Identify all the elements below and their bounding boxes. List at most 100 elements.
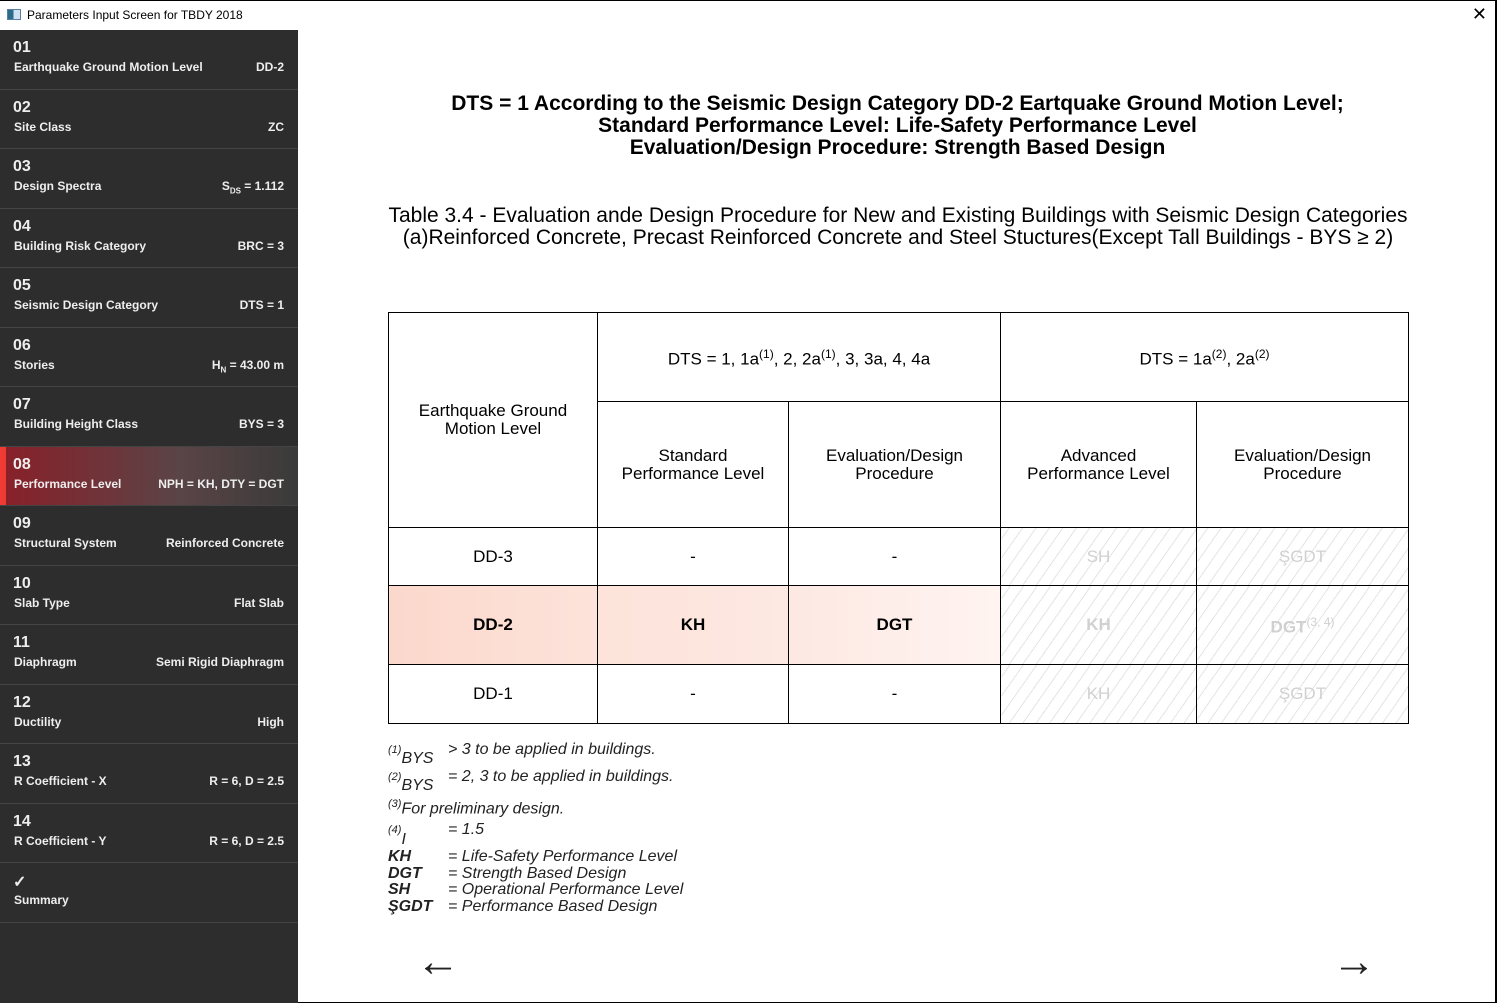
step-number: 06 [13,336,31,354]
step-number: 03 [13,158,31,175]
sidebar-item[interactable]: 02 Site Class ZC [0,90,298,149]
step-label: Site Class [14,119,72,134]
sidebar-item[interactable]: 06 Stories HN = 43.00 m [0,328,298,387]
sidebar-item[interactable]: 05 Seismic Design Category DTS = 1 [0,268,298,328]
footnotes: (1)BYS > 3 to be applied in buildings. (2… [388,741,684,915]
step-number: 09 [13,515,31,532]
cell-disabled: KH [1000,585,1197,665]
step-number: 05 [13,277,31,294]
footnote: (2)BYS = 2, 3 to be applied in buildings… [388,767,674,795]
page-title: DTS = 1 According to the Seismic Design … [298,93,1497,159]
step-label: Ductility [14,714,62,729]
caption-line: Table 3.4 - Evaluation ande Design Proce… [388,204,1408,227]
cell-disabled: KH [1000,664,1197,724]
sidebar-item[interactable]: 01 Earthquake Ground Motion Level DD-2 [0,30,298,90]
step-value: R = 6, D = 2.5 [209,774,284,788]
step-label: Performance Level [14,476,122,491]
cell-disabled: ŞGDT [1196,664,1409,724]
back-arrow-icon[interactable]: ← [416,937,460,986]
sidebar: 01 Earthquake Ground Motion Level DD-2 02 Si… [0,30,298,1003]
sidebar-item[interactable]: 03 Design Spectra SDS = 1.112 [0,149,298,209]
cell-disabled: DGT(3, 4) [1196,585,1409,665]
sidebar-item[interactable]: 14 R Coefficient - Y R = 6, D = 2.5 [0,804,298,863]
table-row-selected: DD-2 KH DGT KH DGT(3, 4) [388,585,1409,665]
next-arrow-icon[interactable]: → [1332,937,1376,986]
footnote: (1)BYS > 3 to be applied in buildings. [388,741,656,768]
step-number: 07 [13,396,31,413]
step-label: Building Risk Category [14,238,147,253]
step-label: Structural System [14,536,117,550]
cell: KH [597,585,789,665]
step-label: Diaphragm [14,655,77,669]
step-number: 10 [13,574,31,592]
step-value: High [257,714,284,729]
abbreviation: ŞGDT = Performance Based Design [388,897,658,915]
step-value: BRC = 3 [237,238,284,253]
heading-line: Evaluation/Design Procedure: Strength Ba… [629,136,1166,159]
sidebar-item[interactable]: 10 Slab Type Flat Slab [0,566,298,625]
title-bar: Parameters Input Screen for TBDY 2018 ✕ [0,0,1497,30]
step-number: 08 [13,455,31,473]
step-label: Design Spectra [14,179,102,193]
app-icon [7,9,21,20]
abbreviation: SH = Operational Performance Level [388,881,684,899]
sidebar-item[interactable]: 12 Ductility High [0,685,298,744]
window-title: Parameters Input Screen for TBDY 2018 [27,8,243,22]
row-header: Earthquake Ground Motion Level [388,312,598,528]
step-value: NPH = KH, DTY = DGT [158,476,284,491]
col-header: Evaluation/Design Procedure [1196,401,1409,528]
step-label: R Coefficient - Y [14,833,107,848]
cell-disabled: ŞGDT [1196,527,1409,586]
heading-line: DTS = 1 According to the Seismic Design … [451,92,1344,115]
step-number: 01 [13,39,31,56]
step-value: Flat Slab [233,595,284,610]
step-value: ZC [268,119,284,134]
table-row: DD-1 - - KH ŞGDT [388,664,1409,724]
group-header-dts-1: DTS = 1, 1a(1), 2, 2a(1), 3, 3a, 4, 4a [597,312,1001,402]
group-header-dts-1a: DTS = 1a(2), 2a(2) [1000,312,1409,402]
step-number: 14 [13,812,31,830]
main-panel: DTS = 1 According to the Seismic Design … [298,30,1497,1003]
table-row: DD-3 - - SH ŞGDT [388,527,1409,586]
caption-line: (a)Reinforced Concrete, Precast Reinforc… [402,226,1394,249]
sidebar-item[interactable]: 13 R Coefficient - X R = 6, D = 2.5 [0,744,298,804]
step-label: Building Height Class [14,417,139,431]
sidebar-item[interactable]: 04 Building Risk Category BRC = 3 [0,209,298,268]
abbreviation: DGT = Strength Based Design [388,864,627,882]
step-label: Stories [14,357,55,372]
cell: - [597,527,789,586]
sidebar-item[interactable]: 11 Diaphragm Semi Rigid Diaphragm [0,625,298,685]
cell: - [597,664,789,724]
step-value: DD-2 [255,60,284,74]
step-label: Summary [14,893,69,907]
step-value: R = 6, D = 2.5 [209,833,284,848]
footnote: (3)For preliminary design. [388,797,565,817]
step-label: R Coefficient - X [14,774,107,788]
abbreviation: KH = Life-Safety Performance Level [388,848,678,866]
sidebar-item[interactable]: 07 Building Height Class BYS = 3 [0,387,298,447]
step-value: SDS = 1.112 [221,179,284,196]
step-number: 11 [13,634,30,651]
cell-level: DD-3 [388,527,598,586]
cell-disabled: SH [1000,527,1197,586]
step-value: HN = 43.00 m [211,357,284,374]
step-value: Reinforced Concrete [165,536,284,550]
close-icon[interactable]: ✕ [1471,4,1487,24]
footnote: (4)I = 1.5 [388,821,485,848]
cell: - [788,527,1001,586]
cell-level: DD-1 [388,664,598,724]
sidebar-item[interactable]: 09 Structural System Reinforced Concrete [0,506,298,566]
heading-line: Standard Performance Level: Life-Safety … [598,114,1197,137]
step-number: 02 [13,98,31,116]
step-number: ✓ [13,874,27,891]
step-label: Earthquake Ground Motion Level [14,60,203,74]
step-label: Seismic Design Category [14,298,159,312]
sidebar-item[interactable]: ✓ Summary [0,863,298,923]
sidebar-item[interactable]: 08 Performance Level NPH = KH, DTY = DGT [0,446,298,506]
step-label: Slab Type [14,595,70,610]
table-caption: Table 3.4 - Evaluation ande Design Proce… [388,205,1408,249]
performance-table: Earthquake Ground Motion Level DTS = 1, … [388,312,1409,724]
step-number: 12 [13,693,31,711]
step-number: 13 [13,753,31,770]
step-value: BYS = 3 [238,417,284,431]
